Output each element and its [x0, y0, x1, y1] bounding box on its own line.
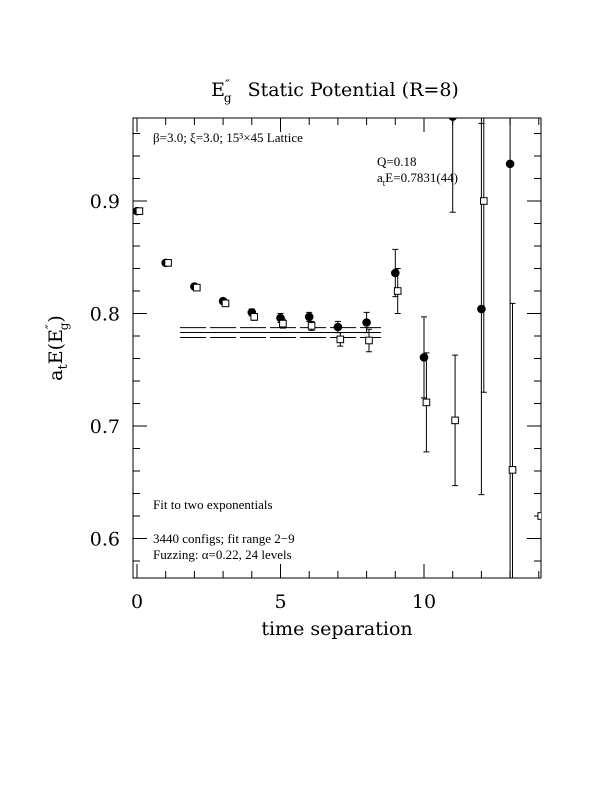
data-point-square: [508, 466, 517, 474]
data-point-square: [480, 197, 488, 205]
data-point-square: [135, 207, 144, 215]
energy-annotation: atE=0.7831(44): [377, 170, 458, 188]
y-tick-label: 0.6: [90, 529, 120, 551]
y-axis-label: atE(E″g): [44, 315, 71, 381]
data-point-square: [193, 283, 201, 292]
q-annotation: Q=0.18: [377, 154, 416, 169]
data-point-circle: [505, 159, 515, 169]
data-point-square: [250, 313, 258, 321]
data-point-square: [537, 512, 541, 520]
data-point-square: [336, 335, 345, 344]
data-point-square: [164, 259, 172, 267]
data-point-square: [365, 336, 373, 345]
data-point-circle: [391, 268, 400, 278]
y-tick-label: 0.7: [90, 416, 120, 438]
axis-ticks: [133, 118, 541, 578]
x-axis-label: time separation: [261, 618, 412, 640]
data-point-circle: [448, 118, 457, 121]
chart-title: E″ g Static Potential (R=8): [211, 78, 459, 105]
y-tick-label: 0.8: [90, 304, 120, 326]
data-point-square: [422, 398, 431, 407]
fuzzing-annotation: Fuzzing: α=0.22, 24 levels: [153, 547, 292, 562]
axis-tick-labels: 0 5 10 0.6 0.7 0.8 0.9: [90, 191, 436, 613]
x-tick-label: 10: [412, 591, 436, 613]
data-point-circle: [362, 318, 371, 327]
data-point-circle: [333, 322, 343, 332]
data-point-square: [451, 416, 459, 425]
data-point-square: [279, 319, 287, 328]
lattice-annotation: β=3.0; ξ=3.0; 15³×45 Lattice: [153, 130, 303, 145]
fit-band: [180, 327, 381, 338]
fit-annotation: Fit to two exponentials: [153, 497, 273, 512]
x-tick-label: 5: [274, 591, 286, 613]
data-series: [133, 118, 541, 578]
configs-annotation: 3440 configs; fit range 2−9: [153, 531, 295, 546]
data-point-square: [393, 287, 402, 295]
data-point-circle: [477, 304, 486, 314]
data-point-square: [307, 322, 316, 330]
data-point-square: [221, 299, 230, 308]
data-point-circle: [304, 312, 314, 322]
y-tick-label: 0.9: [90, 191, 120, 213]
data-point-circle: [419, 353, 429, 362]
x-tick-label: 0: [131, 591, 143, 613]
